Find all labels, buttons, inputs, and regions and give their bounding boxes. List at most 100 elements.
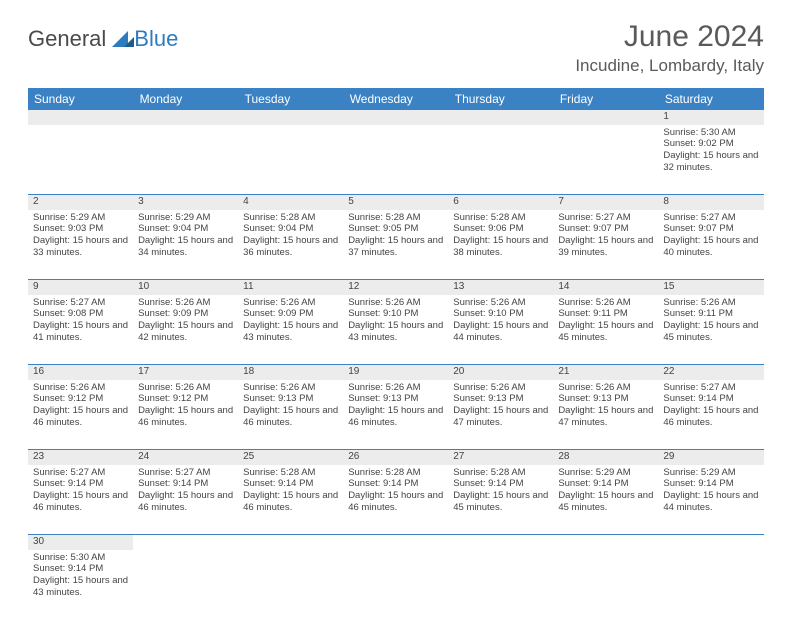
day-cell [343,125,448,195]
daylight-text: Daylight: 15 hours and 46 minutes. [348,405,443,429]
sunrise-text: Sunrise: 5:27 AM [558,212,653,224]
daylight-text: Daylight: 15 hours and 45 minutes. [663,320,758,344]
day-cell: Sunrise: 5:28 AMSunset: 9:04 PMDaylight:… [238,210,343,280]
day-number: 3 [133,195,238,210]
sunrise-text: Sunrise: 5:26 AM [348,297,443,309]
day-header: Sunday [28,88,133,110]
day-number: 17 [133,365,238,380]
daylight-text: Daylight: 15 hours and 46 minutes. [138,490,233,514]
day-header: Friday [553,88,658,110]
day-header-row: Sunday Monday Tuesday Wednesday Thursday… [28,88,764,110]
day-cell: Sunrise: 5:28 AMSunset: 9:05 PMDaylight:… [343,210,448,280]
day-cell: Sunrise: 5:26 AMSunset: 9:09 PMDaylight:… [238,295,343,365]
day-cell: Sunrise: 5:28 AMSunset: 9:14 PMDaylight:… [448,465,553,535]
daynum-row: 1 [28,110,764,125]
calendar-table: Sunday Monday Tuesday Wednesday Thursday… [28,88,764,620]
sunrise-text: Sunrise: 5:26 AM [138,297,233,309]
day-cell: Sunrise: 5:26 AMSunset: 9:11 PMDaylight:… [553,295,658,365]
day-number: 5 [343,195,448,210]
sunset-text: Sunset: 9:14 PM [348,478,443,490]
day-number: 1 [658,110,763,125]
day-cell: Sunrise: 5:27 AMSunset: 9:07 PMDaylight:… [658,210,763,280]
sunrise-text: Sunrise: 5:29 AM [33,212,128,224]
week-row: Sunrise: 5:29 AMSunset: 9:03 PMDaylight:… [28,210,764,280]
day-cell: Sunrise: 5:28 AMSunset: 9:14 PMDaylight:… [238,465,343,535]
day-number [448,110,553,125]
day-cell [448,550,553,620]
daylight-text: Daylight: 15 hours and 43 minutes. [243,320,338,344]
sunset-text: Sunset: 9:02 PM [663,138,758,150]
day-number [553,110,658,125]
sunset-text: Sunset: 9:04 PM [243,223,338,235]
daylight-text: Daylight: 15 hours and 39 minutes. [558,235,653,259]
logo-word2: Blue [134,26,178,52]
sunrise-text: Sunrise: 5:27 AM [33,467,128,479]
daylight-text: Daylight: 15 hours and 41 minutes. [33,320,128,344]
day-cell: Sunrise: 5:27 AMSunset: 9:07 PMDaylight:… [553,210,658,280]
day-number: 4 [238,195,343,210]
day-number [553,535,658,550]
daylight-text: Daylight: 15 hours and 43 minutes. [348,320,443,344]
sunset-text: Sunset: 9:09 PM [243,308,338,320]
day-number: 20 [448,365,553,380]
daylight-text: Daylight: 15 hours and 38 minutes. [453,235,548,259]
day-cell: Sunrise: 5:26 AMSunset: 9:10 PMDaylight:… [343,295,448,365]
sunset-text: Sunset: 9:13 PM [558,393,653,405]
day-number: 8 [658,195,763,210]
daylight-text: Daylight: 15 hours and 47 minutes. [453,405,548,429]
day-number [343,535,448,550]
day-number: 10 [133,280,238,295]
day-header: Tuesday [238,88,343,110]
daylight-text: Daylight: 15 hours and 33 minutes. [33,235,128,259]
day-cell [133,125,238,195]
daynum-row: 30 [28,535,764,550]
day-cell: Sunrise: 5:30 AMSunset: 9:02 PMDaylight:… [658,125,763,195]
sunset-text: Sunset: 9:03 PM [33,223,128,235]
sunrise-text: Sunrise: 5:26 AM [138,382,233,394]
day-number: 25 [238,450,343,465]
sunset-text: Sunset: 9:08 PM [33,308,128,320]
daylight-text: Daylight: 15 hours and 43 minutes. [33,575,128,599]
day-number [133,110,238,125]
day-number [343,110,448,125]
day-number: 11 [238,280,343,295]
sunrise-text: Sunrise: 5:28 AM [243,467,338,479]
day-header: Thursday [448,88,553,110]
sunset-text: Sunset: 9:14 PM [33,563,128,575]
daylight-text: Daylight: 15 hours and 34 minutes. [138,235,233,259]
sunset-text: Sunset: 9:06 PM [453,223,548,235]
daylight-text: Daylight: 15 hours and 45 minutes. [558,490,653,514]
week-row: Sunrise: 5:27 AMSunset: 9:14 PMDaylight:… [28,465,764,535]
day-cell [448,125,553,195]
day-cell: Sunrise: 5:27 AMSunset: 9:08 PMDaylight:… [28,295,133,365]
daylight-text: Daylight: 15 hours and 46 minutes. [663,405,758,429]
sunset-text: Sunset: 9:14 PM [558,478,653,490]
sunrise-text: Sunrise: 5:29 AM [138,212,233,224]
day-number [238,110,343,125]
day-cell [238,550,343,620]
day-number: 29 [658,450,763,465]
sunset-text: Sunset: 9:05 PM [348,223,443,235]
day-header: Wednesday [343,88,448,110]
day-cell [238,125,343,195]
day-cell: Sunrise: 5:29 AMSunset: 9:04 PMDaylight:… [133,210,238,280]
daylight-text: Daylight: 15 hours and 37 minutes. [348,235,443,259]
sunrise-text: Sunrise: 5:26 AM [348,382,443,394]
day-number [658,535,763,550]
daylight-text: Daylight: 15 hours and 47 minutes. [558,405,653,429]
sunrise-text: Sunrise: 5:26 AM [453,382,548,394]
day-header: Saturday [658,88,763,110]
logo-sail-icon [112,31,128,47]
sunrise-text: Sunrise: 5:27 AM [663,212,758,224]
day-number: 6 [448,195,553,210]
sunrise-text: Sunrise: 5:28 AM [453,212,548,224]
sunset-text: Sunset: 9:12 PM [138,393,233,405]
sunset-text: Sunset: 9:14 PM [33,478,128,490]
day-number: 27 [448,450,553,465]
daylight-text: Daylight: 15 hours and 46 minutes. [138,405,233,429]
sunrise-text: Sunrise: 5:26 AM [558,297,653,309]
day-number: 22 [658,365,763,380]
daylight-text: Daylight: 15 hours and 36 minutes. [243,235,338,259]
day-cell: Sunrise: 5:29 AMSunset: 9:03 PMDaylight:… [28,210,133,280]
daylight-text: Daylight: 15 hours and 46 minutes. [348,490,443,514]
